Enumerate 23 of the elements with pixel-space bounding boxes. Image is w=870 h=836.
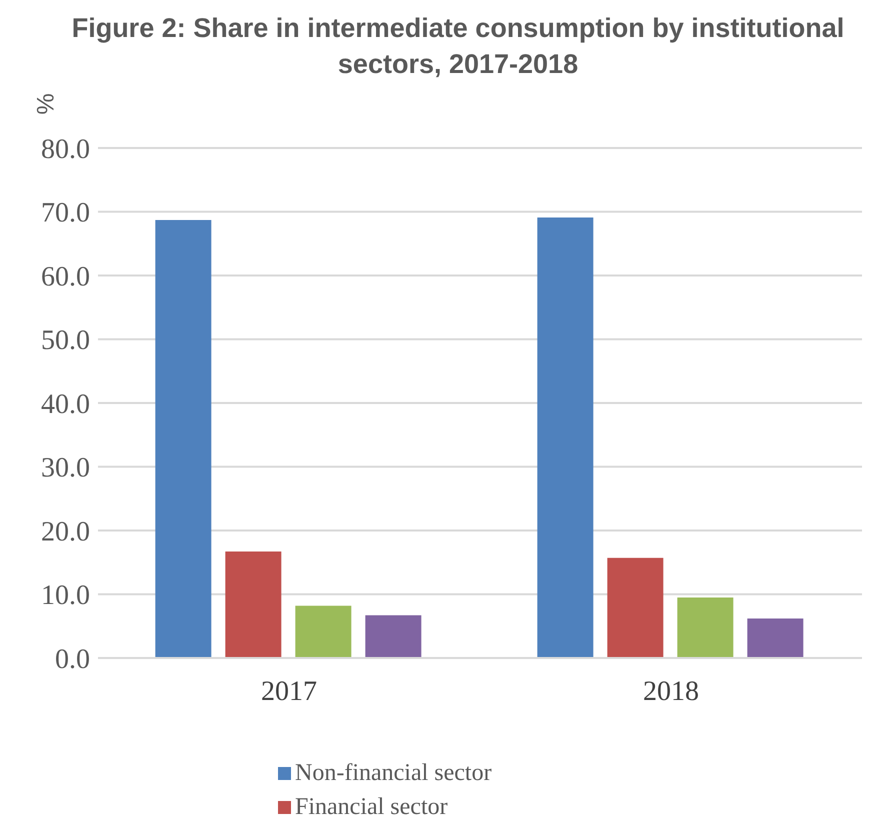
bar xyxy=(677,597,734,658)
legend-label: Non-financial sector xyxy=(295,760,492,786)
chart-title: Figure 2: Share in intermediate consumption by institutional sectors, 2017-2018 xyxy=(70,12,846,81)
y-axis-title: % xyxy=(32,93,61,115)
x-tick-label: 2018 xyxy=(643,676,699,707)
y-tick-label: 80.0 xyxy=(41,134,90,165)
bar xyxy=(225,552,282,658)
bar xyxy=(295,606,352,658)
y-tick-label: 70.0 xyxy=(41,198,90,229)
y-tick-label: 20.0 xyxy=(41,516,90,548)
bar xyxy=(537,217,594,658)
x-tick-label: 2017 xyxy=(261,676,317,707)
y-tick-label: 30.0 xyxy=(41,452,90,484)
y-tick-label: 0.0 xyxy=(55,644,90,675)
legend-label: Financial sector xyxy=(295,794,448,820)
y-tick-label: 40.0 xyxy=(41,388,90,420)
y-tick-label: 50.0 xyxy=(41,325,90,356)
bar xyxy=(747,618,804,658)
bar xyxy=(607,558,664,658)
y-tick-label: 10.0 xyxy=(41,580,90,612)
bar xyxy=(365,615,422,658)
y-tick-label: 60.0 xyxy=(41,261,90,292)
bar xyxy=(155,220,212,658)
